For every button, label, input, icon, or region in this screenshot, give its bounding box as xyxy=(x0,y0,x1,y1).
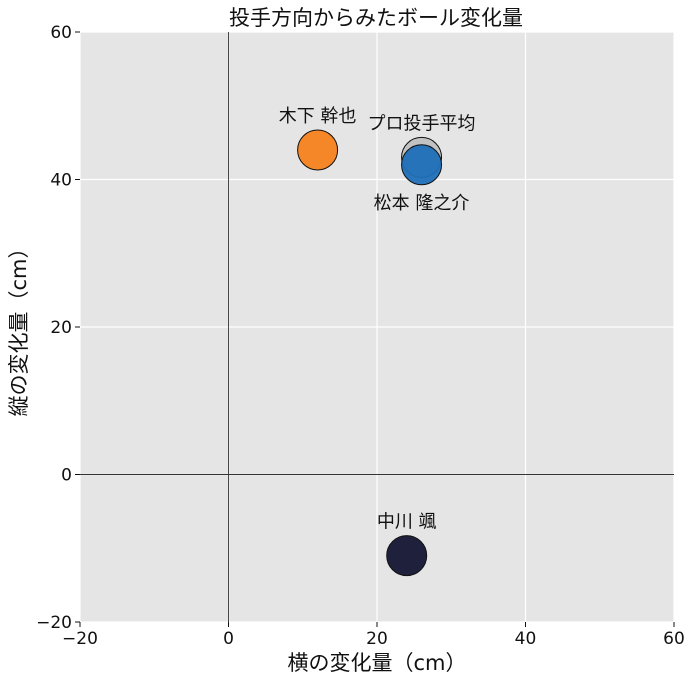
data-label: 松本 隆之介 xyxy=(374,193,470,214)
x-tick-label: 20 xyxy=(366,629,388,649)
data-point xyxy=(386,535,428,577)
x-tick-label: 40 xyxy=(515,629,537,649)
data-label: 中川 颯 xyxy=(377,512,437,533)
x-tick-label: −20 xyxy=(62,629,98,649)
y-axis-label: 縦の変化量（cm） xyxy=(7,237,31,416)
y-tick-label: 60 xyxy=(50,23,72,43)
y-tick-label: −20 xyxy=(36,613,72,633)
data-point xyxy=(401,144,443,186)
data-point xyxy=(297,129,339,171)
x-tick-label: 0 xyxy=(223,629,234,649)
y-tick-label: 20 xyxy=(50,318,72,338)
data-points xyxy=(297,129,443,577)
y-tick-label: 0 xyxy=(61,466,72,486)
zero-lines xyxy=(80,32,674,622)
chart-title: 投手方向からみたボール変化量 xyxy=(229,6,523,30)
x-axis-label: 横の変化量（cm） xyxy=(287,651,466,675)
y-tick-label: 40 xyxy=(50,171,72,191)
data-label: 木下 幹也 xyxy=(279,106,357,127)
axis-ticks: −20 0 20 40 60 −20 0 20 40 60 xyxy=(36,23,685,649)
x-tick-label: 60 xyxy=(663,629,685,649)
data-label: プロ投手平均 xyxy=(368,113,476,134)
